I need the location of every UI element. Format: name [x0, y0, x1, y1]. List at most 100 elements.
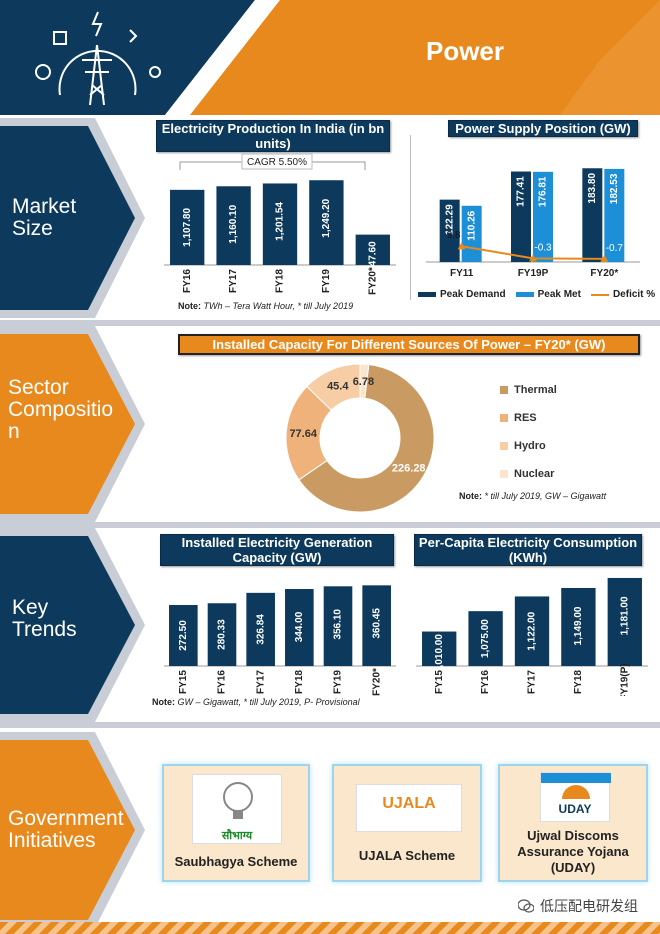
legend-peak-met: Peak Met: [515, 289, 581, 300]
peak-demand-bar-fy20: [582, 168, 603, 262]
sector-composition-label: Sector Compositio n: [8, 376, 114, 443]
ujala-logo: UJALA: [356, 784, 462, 832]
page-title: Power: [425, 36, 505, 66]
saubhagya-card[interactable]: सौभाग्य Saubhagya Scheme: [162, 764, 310, 882]
tick-label: FY20*: [590, 268, 618, 279]
data-label: 1,149.00: [573, 606, 584, 645]
peak-met-bar-fy19p: [533, 171, 553, 262]
slice-thermal: [298, 363, 435, 513]
bar-fy17: [514, 596, 550, 666]
tick-label: FY16: [480, 670, 491, 694]
bar-fy15: [422, 631, 457, 666]
uday-card[interactable]: UDAY Ujwal Discoms Assurance Yojana (UDAY): [498, 764, 648, 882]
data-label: 326.84: [255, 614, 266, 645]
bar-fy15: [169, 605, 198, 666]
production-note: Note: TWh – Tera Watt Hour, * till July …: [178, 301, 354, 311]
watermark: 低压配电研发组: [518, 896, 638, 916]
peak-demand-bar-fy19p: [511, 171, 531, 262]
tick-label: FY19P: [518, 268, 549, 279]
slice-nuclear: [359, 363, 370, 399]
government-hexagon: [0, 732, 145, 928]
supply-chart: 122.29 110.26 FY11 177.41 176.81 FY19P 183.80 1…: [426, 168, 640, 279]
data-label: 1,107.80: [182, 208, 193, 247]
section-separator: [0, 320, 660, 326]
key-trends-label: Key Trends: [12, 596, 77, 641]
footer-stripe: [0, 922, 660, 934]
legend-hydro: Hydro: [500, 432, 557, 460]
saubhagya-logo: सौभाग्य: [192, 774, 282, 844]
bar-fy18: [262, 183, 298, 265]
tick-label: FY19: [321, 269, 332, 293]
wechat-icon: [518, 899, 534, 913]
bar-fy20: [355, 234, 390, 265]
data-label: 176.81: [538, 176, 549, 207]
sources-chart-title: Installed Capacity For Different Sources…: [178, 334, 640, 355]
tick-label: FY18: [275, 269, 286, 293]
data-label: 183.80: [587, 173, 598, 204]
bar-fy20: [362, 585, 391, 666]
tick-label: FY20*: [367, 267, 378, 295]
data-label: 1,010.00: [434, 634, 445, 673]
tick-label: FY16: [217, 670, 228, 694]
supply-legend: Peak Demand Peak Met Deficit %: [418, 289, 655, 300]
per-capita-chart-title: Per-Capita Electricity Consumption (KWh): [414, 534, 642, 566]
generation-chart-title: Installed Electricity Generation Capacit…: [160, 534, 394, 566]
bar-fy18: [285, 589, 314, 666]
tick-label: FY15: [178, 670, 189, 694]
peak-met-bar-fy20: [604, 168, 625, 262]
data-label: 280.33: [217, 619, 228, 650]
generation-note: Note: GW – Gigawatt, * till July 2019, P…: [152, 697, 360, 707]
bar-fy19: [323, 586, 353, 666]
uday-logo: UDAY: [540, 772, 611, 822]
slice-label: 77.64: [289, 428, 317, 440]
uday-label: Ujwal Discoms Assurance Yojana (UDAY): [517, 828, 629, 875]
legend-res: RES: [500, 404, 557, 432]
data-label: 1,249.20: [321, 198, 332, 237]
generation-chart: 272.50 FY15 280.33 FY16 326.84 FY17 344.00 FY18…: [164, 585, 396, 696]
tick-label: FY18: [573, 670, 584, 694]
bar-fy17: [216, 186, 251, 265]
bar-fy19p: [607, 577, 642, 666]
energy-icons: [35, 11, 161, 80]
cagr-annotation: CAGR 5.50%: [247, 157, 307, 168]
data-label: 110.26: [466, 210, 477, 240]
slice-label: 226.28: [392, 463, 426, 475]
tick-label: FY17: [228, 269, 239, 293]
key-trends-hexagon: [0, 528, 145, 722]
legend-nuclear: Nuclear: [500, 460, 557, 488]
tick-label: FY16: [182, 269, 193, 293]
deficit-label: -0.3: [534, 242, 552, 253]
capacity-note: Note: * till July 2019, GW – Gigawatt: [459, 491, 607, 501]
sources-legend: Thermal RES Hydro Nuclear: [500, 376, 557, 488]
production-chart-title: Electricity Production In India (in bn u…: [156, 120, 390, 152]
data-label: 447.60: [367, 241, 378, 272]
data-label: 1,201.54: [275, 202, 286, 241]
data-label: 122.29: [444, 204, 455, 235]
tick-label: FY18: [294, 670, 305, 694]
slice-label: 45.4: [327, 381, 349, 393]
bar-fy19: [309, 180, 344, 265]
government-label: Government Initiatives: [8, 807, 124, 852]
ujala-card[interactable]: UJALA UJALA Scheme: [332, 764, 482, 882]
legend-deficit: Deficit %: [590, 289, 655, 300]
tick-label: FY19: [333, 670, 344, 694]
divider: [410, 135, 411, 300]
data-label: 360.45: [371, 608, 382, 639]
tick-label: FY11: [450, 268, 474, 279]
section-separator: [0, 522, 660, 528]
deficit-label: 9.8: [447, 230, 461, 241]
supply-chart-title: Power Supply Position (GW): [448, 120, 638, 137]
slice-label: 6.78: [353, 376, 374, 388]
data-label: 1,160.10: [228, 204, 239, 243]
data-label: 356.10: [333, 609, 344, 640]
production-chart: 1,107.80 FY16 1,160.10 FY17 1,201.54 FY18 1,24…: [164, 153, 396, 295]
bar-fy16: [468, 611, 503, 666]
deficit-label: -0.7: [606, 243, 624, 254]
market-size-hexagon: [0, 118, 145, 318]
sunrise-icon: [541, 773, 611, 813]
tick-label: FY17: [527, 670, 538, 694]
bar-fy18: [561, 587, 596, 666]
power-tower-icon: [58, 44, 137, 106]
section-separator: [0, 722, 660, 728]
header-shapes: [0, 0, 660, 115]
